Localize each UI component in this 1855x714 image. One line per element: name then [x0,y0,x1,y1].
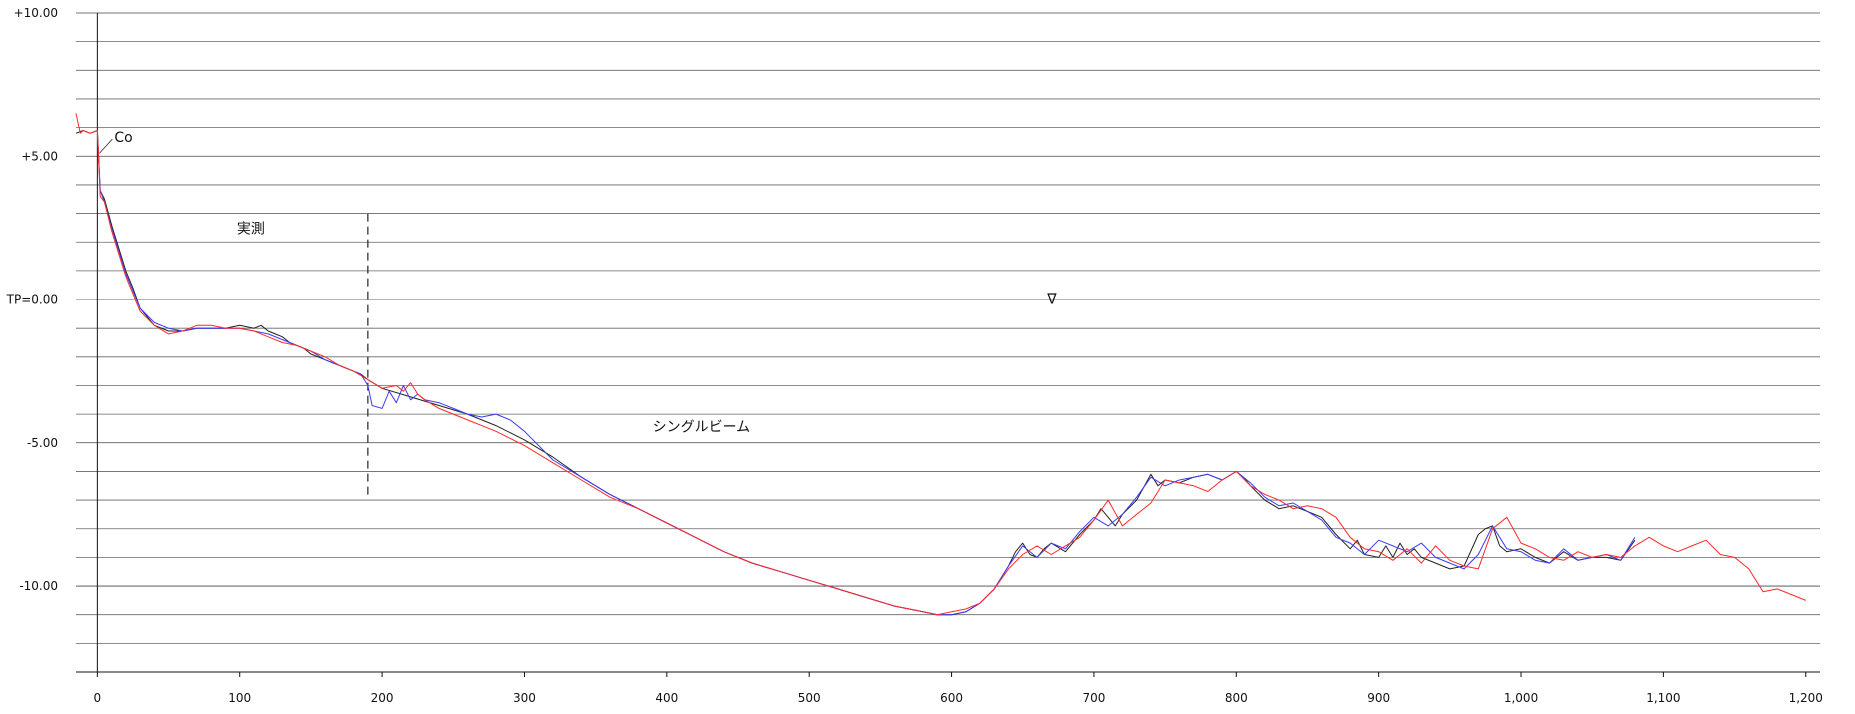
series-line-3 [75,113,1806,616]
measured-label: 実測 [237,222,265,238]
grid-lines [76,12,1820,673]
x-tick-label: 700 [1082,691,1105,705]
x-tick-label: 900 [1367,691,1390,705]
x-tick-label: 300 [513,691,536,705]
co-leader-line [99,138,113,154]
x-tick-label: 400 [655,691,678,705]
singlebeam-label: シングルビーム [653,419,751,435]
y-tick-label: TP=0.00 [6,293,58,307]
x-tick-label: 500 [798,691,821,705]
series-lines [75,113,1806,616]
x-tick-label: 800 [1225,691,1248,705]
y-tick-labels: +10.00 +5.00 TP=0.00 -5.00 -10.00 [6,6,58,593]
y-tick-label: +10.00 [14,6,58,20]
x-tick-label: 1,100 [1646,691,1680,705]
series-line-1 [75,130,1636,616]
y-tick-label: +5.00 [21,149,58,163]
x-tick-label: 600 [940,691,963,705]
y-tick-label: -5.00 [27,436,58,450]
x-tick-label: 1,200 [1789,691,1823,705]
x-tick-labels: 0 100 200 300 400 500 600 700 800 900 1,000 1,100 1,… [94,672,1823,705]
water-level-icon: ∇ [1046,292,1057,308]
co-label: Co [114,130,132,146]
x-tick-label: 0 [94,691,102,705]
x-tick-label: 100 [228,691,251,705]
x-tick-label: 200 [371,691,394,705]
series-line-2 [96,133,1636,616]
x-tick-label: 1,000 [1504,691,1538,705]
y-tick-label: -10.00 [19,579,58,593]
